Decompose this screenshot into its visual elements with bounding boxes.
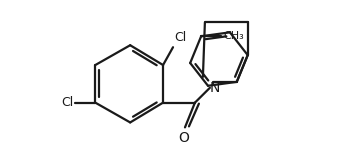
Text: Cl: Cl (174, 31, 186, 44)
Text: Cl: Cl (61, 96, 73, 109)
Text: O: O (179, 131, 189, 145)
Text: N: N (210, 81, 220, 95)
Text: CH₃: CH₃ (223, 31, 244, 41)
